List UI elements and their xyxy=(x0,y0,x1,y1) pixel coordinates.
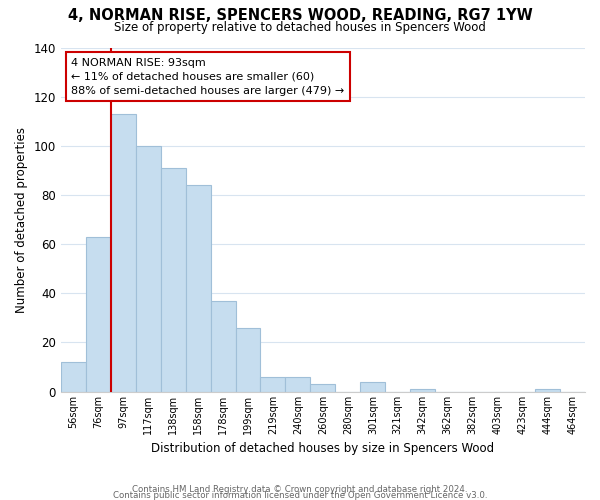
Bar xyxy=(136,146,161,392)
Text: 4, NORMAN RISE, SPENCERS WOOD, READING, RG7 1YW: 4, NORMAN RISE, SPENCERS WOOD, READING, … xyxy=(68,8,532,22)
Bar xyxy=(286,377,310,392)
Bar xyxy=(310,384,335,392)
Bar xyxy=(260,377,286,392)
Bar xyxy=(111,114,136,392)
Text: 4 NORMAN RISE: 93sqm
← 11% of detached houses are smaller (60)
88% of semi-detac: 4 NORMAN RISE: 93sqm ← 11% of detached h… xyxy=(71,58,344,96)
Y-axis label: Number of detached properties: Number of detached properties xyxy=(15,126,28,312)
Bar xyxy=(535,389,560,392)
Text: Size of property relative to detached houses in Spencers Wood: Size of property relative to detached ho… xyxy=(114,21,486,34)
Text: Contains HM Land Registry data © Crown copyright and database right 2024.: Contains HM Land Registry data © Crown c… xyxy=(132,484,468,494)
Bar xyxy=(86,237,111,392)
X-axis label: Distribution of detached houses by size in Spencers Wood: Distribution of detached houses by size … xyxy=(151,442,494,455)
Bar xyxy=(410,389,435,392)
Bar xyxy=(161,168,185,392)
Bar xyxy=(236,328,260,392)
Text: Contains public sector information licensed under the Open Government Licence v3: Contains public sector information licen… xyxy=(113,490,487,500)
Bar xyxy=(185,185,211,392)
Bar xyxy=(211,300,236,392)
Bar xyxy=(61,362,86,392)
Bar xyxy=(361,382,385,392)
